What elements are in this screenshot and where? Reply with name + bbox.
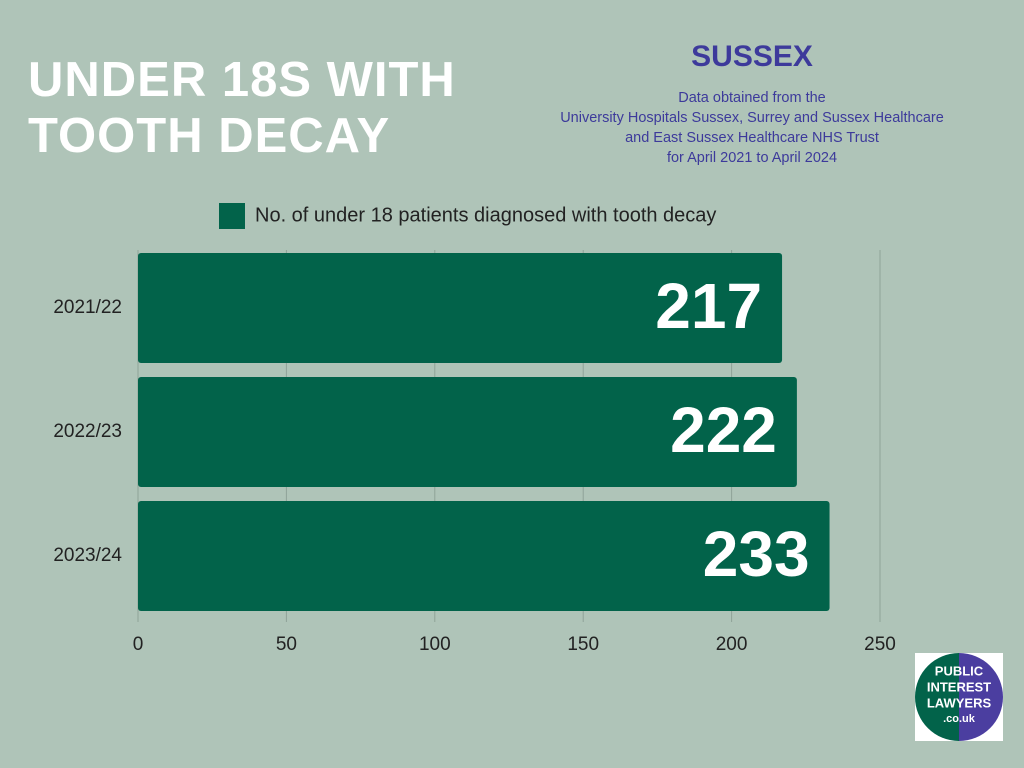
note-line: Data obtained from the [678, 90, 826, 106]
x-tick-label: 50 [276, 634, 297, 655]
note-line: and East Sussex Healthcare NHS Trust [625, 130, 879, 146]
note-line: University Hospitals Sussex, Surrey and … [560, 110, 944, 126]
y-tick-label: 2023/24 [53, 545, 122, 566]
logo-text: LAWYERS [927, 695, 992, 710]
chart-title: UNDER 18S WITH TOOTH DECAY [28, 53, 456, 163]
x-tick-label: 250 [864, 634, 896, 655]
value-label: 217 [655, 270, 762, 342]
x-tick-label: 200 [716, 634, 748, 655]
y-tick-label: 2021/22 [53, 297, 122, 318]
y-tick-label: 2022/23 [53, 421, 122, 442]
x-tick-label: 100 [419, 634, 451, 655]
bar [138, 501, 830, 611]
chart-subtitle: SUSSEX [691, 40, 813, 73]
logo-text: INTEREST [927, 679, 991, 694]
value-label: 233 [703, 518, 810, 590]
logo-text: PUBLIC [935, 663, 984, 678]
legend-label: No. of under 18 patients diagnosed with … [255, 204, 716, 226]
legend-swatch [219, 203, 245, 229]
value-label: 222 [670, 394, 777, 466]
source-notes: Data obtained from the University Hospit… [502, 88, 1002, 168]
note-line: for April 2021 to April 2024 [666, 150, 838, 166]
logo-text: .co.uk [943, 713, 976, 725]
bar [138, 253, 783, 363]
x-tick-label: 0 [133, 634, 144, 655]
bar [138, 377, 797, 487]
x-tick-label: 150 [567, 634, 599, 655]
